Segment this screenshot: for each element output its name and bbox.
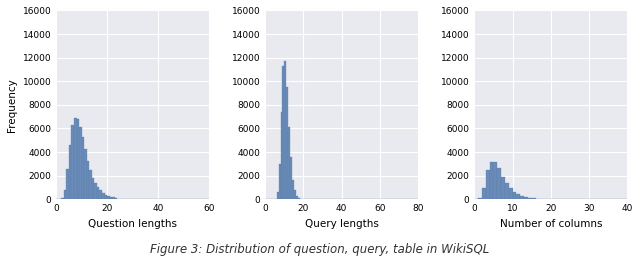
Bar (276, 192, 278, 199)
Bar (64, 190, 67, 199)
Text: Figure 3: Distribution of question, query, table in WikiSQL: Figure 3: Distribution of question, quer… (150, 243, 490, 256)
Bar (94, 183, 97, 199)
Bar (112, 197, 115, 199)
Bar (516, 194, 520, 199)
Bar (69, 145, 72, 199)
Bar (79, 127, 82, 199)
X-axis label: Number of columns: Number of columns (500, 219, 602, 229)
X-axis label: Question lengths: Question lengths (88, 219, 177, 229)
Bar (532, 198, 536, 199)
Bar (77, 119, 79, 199)
Bar (104, 195, 107, 199)
Bar (294, 190, 296, 199)
Bar (87, 161, 89, 199)
Bar (280, 112, 282, 199)
Bar (292, 179, 294, 199)
Bar (528, 198, 532, 199)
Bar (278, 164, 280, 199)
Bar (482, 188, 486, 199)
Y-axis label: Frequency: Frequency (7, 78, 17, 132)
Bar (61, 198, 64, 199)
Bar (524, 197, 528, 199)
Bar (82, 137, 84, 199)
Bar (513, 192, 516, 199)
Bar (490, 162, 493, 199)
Bar (97, 187, 99, 199)
Bar (107, 196, 109, 199)
Bar (102, 193, 104, 199)
Bar (486, 170, 490, 199)
Bar (286, 87, 288, 199)
Bar (478, 198, 482, 199)
Bar (92, 178, 94, 199)
Bar (290, 157, 292, 199)
Bar (296, 196, 298, 199)
Bar (72, 125, 74, 199)
Bar (89, 170, 92, 199)
Bar (74, 118, 77, 199)
Bar (493, 162, 497, 199)
Bar (497, 168, 501, 199)
Bar (520, 196, 524, 199)
Bar (115, 198, 117, 199)
X-axis label: Query lengths: Query lengths (305, 219, 379, 229)
Bar (109, 197, 112, 199)
Bar (288, 127, 290, 199)
Bar (501, 177, 505, 199)
Bar (298, 198, 300, 199)
Bar (284, 61, 286, 199)
Bar (67, 169, 69, 199)
Bar (282, 66, 284, 199)
Bar (505, 183, 509, 199)
Bar (84, 149, 87, 199)
Bar (509, 188, 513, 199)
Bar (99, 190, 102, 199)
